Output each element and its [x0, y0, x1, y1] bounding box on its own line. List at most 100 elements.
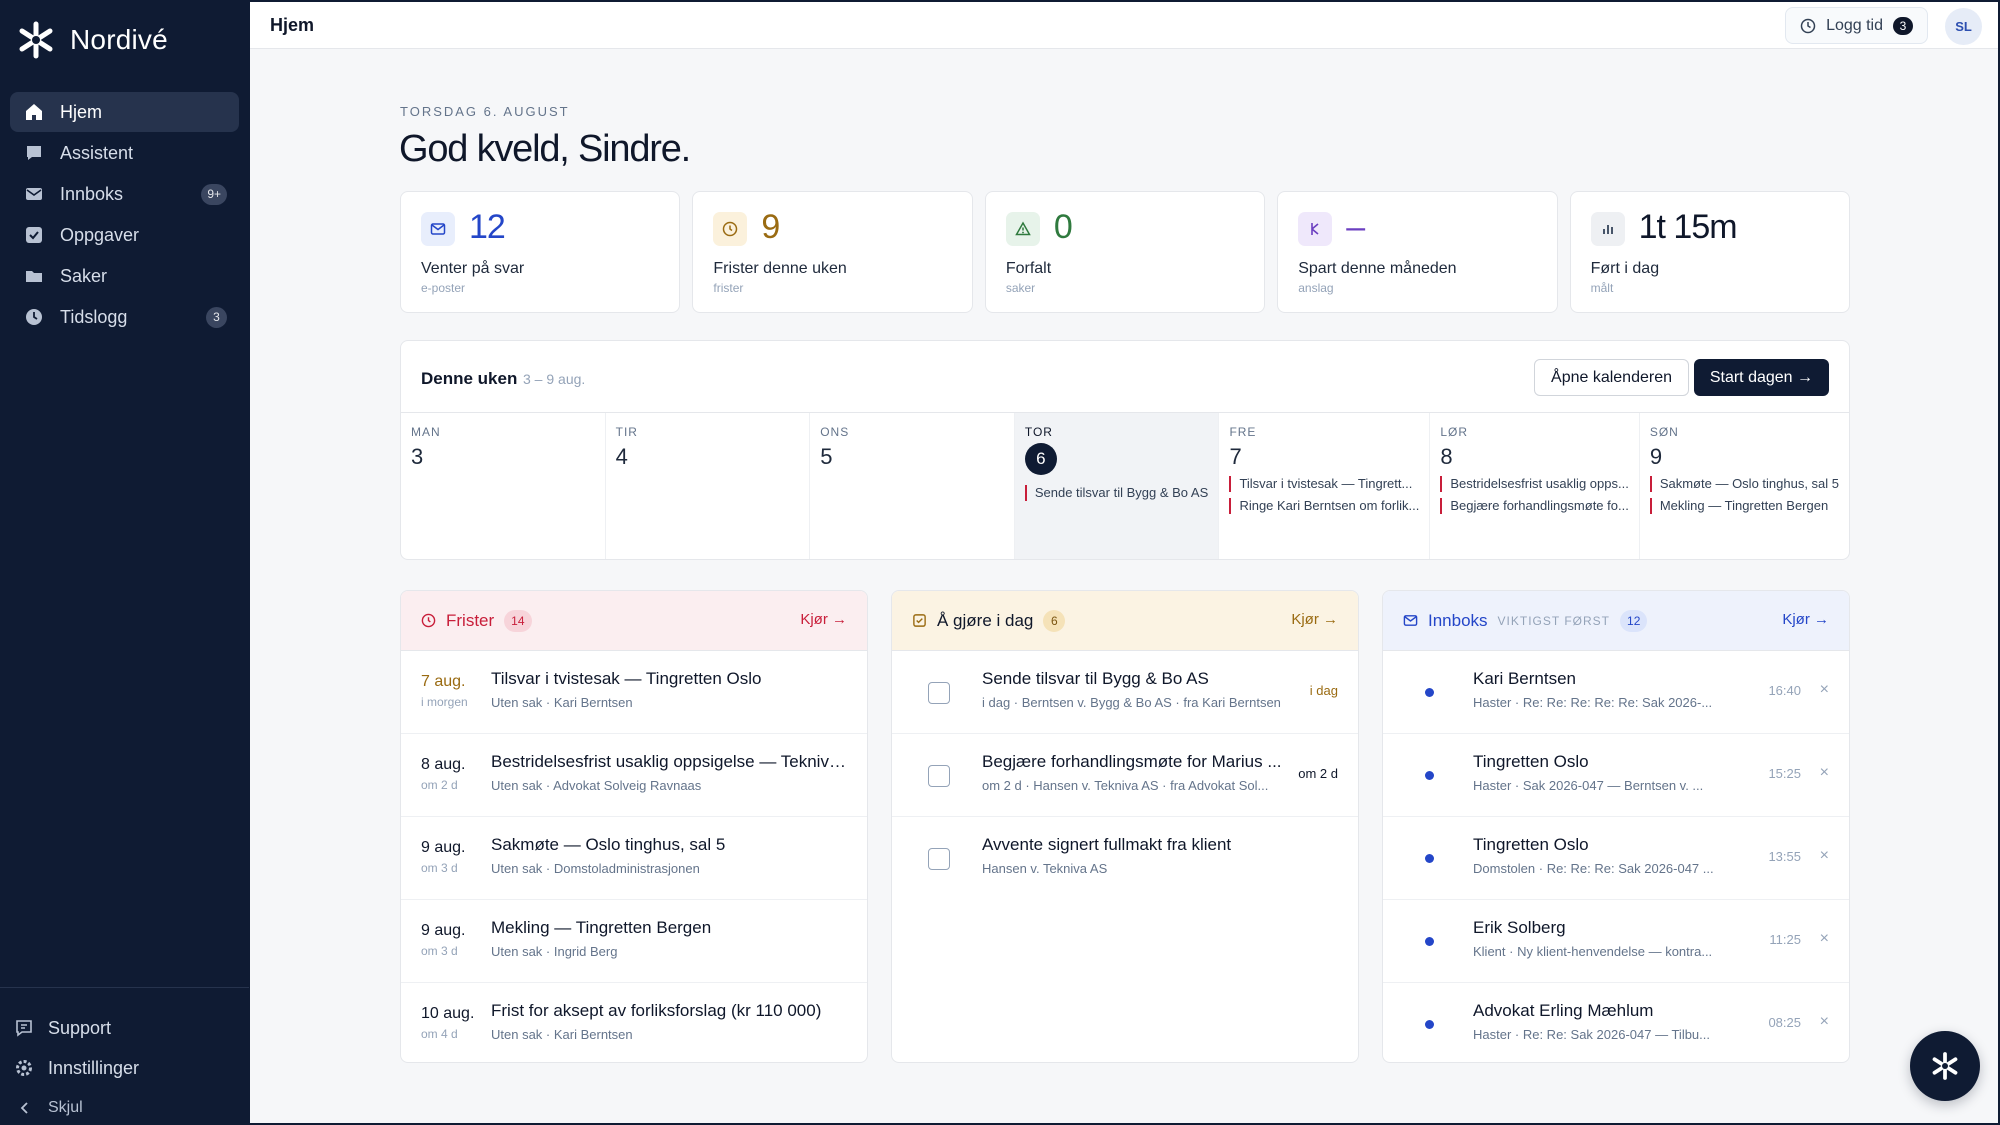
sidebar-item-saker[interactable]: Saker	[10, 256, 239, 296]
todo-checkbox[interactable]	[928, 682, 950, 704]
settings-link[interactable]: Innstillinger	[0, 1048, 249, 1088]
deadline-date: 9 aug.	[421, 922, 466, 939]
inbox-row[interactable]: Erik Solberg Klient · Ny klient-henvende…	[1383, 900, 1849, 983]
inbox-row[interactable]: Advokat Erling Mæhlum Haster · Re: Re: S…	[1383, 983, 1849, 1062]
todo-title[interactable]: Avvente signert fullmakt fra klient	[982, 835, 1232, 854]
day-number: 8	[1440, 444, 1453, 469]
open-calendar-button[interactable]: Åpne kalenderen	[1534, 359, 1689, 396]
day-column-sat[interactable]: LØR 8 Bestridelsesfrist usaklig opps... …	[1430, 413, 1640, 559]
day-number: 5	[820, 444, 833, 469]
stat-label: Spart denne måneden	[1298, 260, 1457, 277]
day-column-thu-today[interactable]: TOR 6 Sende tilsvar til Bygg & Bo AS	[1014, 413, 1220, 559]
stat-card-saved[interactable]: – Spart denne måneden anslag	[1277, 191, 1558, 313]
start-day-button[interactable]: Start dagen →	[1693, 359, 1829, 396]
dismiss-icon[interactable]: ×	[1819, 764, 1829, 781]
todo-header: Å gjøre i dag 6 Kjør →	[892, 591, 1358, 651]
inbox-header: Innboks VIKTIGST FØRST 12 Kjør →	[1383, 591, 1849, 651]
calendar-event[interactable]: Mekling — Tingretten Bergen	[1649, 498, 1839, 514]
inbox-row[interactable]: Tingretten Oslo Domstolen · Re: Re: Re: …	[1383, 817, 1849, 900]
week-title: Denne uken	[421, 369, 518, 388]
deadline-row[interactable]: 10 aug. om 4 d Frist for aksept av forli…	[401, 983, 867, 1062]
sidebar-footer: Support Innstillinger Skjul	[0, 987, 249, 1125]
chevron-left-icon	[20, 1102, 28, 1114]
todo-title[interactable]: Sende tilsvar til Bygg & Bo AS	[982, 669, 1209, 688]
todo-checkbox[interactable]	[928, 765, 950, 787]
folder-icon	[26, 271, 42, 282]
calendar-event[interactable]: Sende tilsvar til Bygg & Bo AS	[1024, 485, 1209, 501]
stat-card-overdue[interactable]: 0 Forfalt saker	[984, 191, 1266, 313]
sidebar-item-tidslogg[interactable]: Tidslogg 3	[10, 297, 239, 337]
todo-title[interactable]: Begjære forhandlingsmøte for Marius ...	[982, 752, 1282, 771]
todo-run-link[interactable]: Kjør →	[1291, 611, 1338, 628]
settings-label: Innstillinger	[48, 1057, 140, 1078]
dismiss-icon[interactable]: ×	[1819, 681, 1829, 698]
calendar-event[interactable]: Begjære forhandlingsmøte fo...	[1440, 498, 1629, 514]
stat-card-deadlines[interactable]: 9 Frister denne uken frister	[692, 191, 973, 313]
day-column-wed[interactable]: ONS 5	[810, 413, 1015, 559]
stat-value: 9	[761, 208, 780, 246]
sidebar-item-label: Tidslogg	[60, 306, 128, 327]
unread-dot	[1425, 688, 1434, 697]
sidebar-item-oppgaver[interactable]: Oppgaver	[10, 215, 239, 255]
hide-sidebar-button[interactable]: Skjul	[0, 1088, 249, 1125]
dismiss-icon[interactable]: ×	[1819, 1013, 1829, 1030]
day-column-fri[interactable]: FRE 7 Tilsvar i tvistesak — Tingrett... …	[1219, 413, 1431, 559]
day-name: TOR	[1024, 425, 1053, 439]
stat-value: 1t 15m	[1638, 208, 1738, 246]
todo-subtitle: Hansen v. Tekniva AS	[982, 861, 1108, 876]
home-icon	[26, 104, 42, 120]
calendar-event[interactable]: Sakmøte — Oslo tinghus, sal 5	[1649, 476, 1839, 492]
dismiss-icon[interactable]: ×	[1819, 847, 1829, 864]
deadline-row[interactable]: 7 aug. i morgen Tilsvar i tvistesak — Ti…	[401, 651, 867, 734]
deadline-relative: om 3 d	[421, 944, 458, 958]
deadlines-run-link[interactable]: Kjør →	[800, 611, 847, 628]
gear-icon	[16, 1060, 32, 1076]
calendar-event[interactable]: Bestridelsesfrist usaklig opps...	[1440, 476, 1629, 492]
sidebar-item-innboks[interactable]: Innboks 9+	[10, 174, 239, 214]
day-number: 4	[615, 444, 628, 469]
day-column-mon[interactable]: MAN 3	[401, 413, 606, 559]
log-time-button[interactable]: Logg tid 3	[1785, 7, 1928, 44]
inbox-row[interactable]: Tingretten Oslo Haster · Sak 2026-047 — …	[1383, 734, 1849, 817]
inbox-preview: Domstolen · Re: Re: Re: Sak 2026-047 ...	[1473, 861, 1714, 876]
page-title: Hjem	[270, 14, 315, 35]
calendar-event[interactable]: Ringe Kari Berntsen om forlik...	[1229, 498, 1419, 514]
deadline-row[interactable]: 8 aug. om 2 d Bestridelsesfrist usaklig …	[401, 734, 867, 817]
inbox-sender: Tingretten Oslo	[1473, 835, 1589, 854]
todo-checkbox[interactable]	[928, 848, 950, 870]
inbox-sender: Kari Berntsen	[1473, 669, 1576, 688]
deadline-subtitle: Uten sak · Kari Berntsen	[491, 695, 633, 710]
app-logo[interactable]: Nordivé	[16, 18, 168, 62]
sidebar-item-hjem[interactable]: Hjem	[10, 92, 239, 132]
deadline-row[interactable]: 9 aug. om 3 d Sakmøte — Oslo tinghus, sa…	[401, 817, 867, 900]
inbox-run-link[interactable]: Kjør →	[1782, 611, 1829, 628]
day-column-sun[interactable]: SØN 9 Sakmøte — Oslo tinghus, sal 5 Mekl…	[1640, 413, 1849, 559]
dismiss-icon[interactable]: ×	[1819, 930, 1829, 947]
day-name: ONS	[820, 425, 850, 439]
deadline-relative: om 3 d	[421, 861, 458, 875]
deadline-relative: i morgen	[421, 695, 468, 709]
inbox-subtitle: VIKTIGST FØRST	[1497, 613, 1611, 628]
sidebar-item-assistent[interactable]: Assistent	[10, 133, 239, 173]
deadline-relative: om 2 d	[421, 778, 458, 792]
day-name: SØN	[1649, 425, 1679, 439]
topbar: Hjem Logg tid 3 SL	[250, 2, 1998, 49]
deadlines-title: Frister	[446, 610, 495, 630]
inbox-row[interactable]: Kari Berntsen Haster · Re: Re: Re: Re: R…	[1383, 651, 1849, 734]
support-link[interactable]: Support	[0, 1008, 249, 1048]
calendar-event[interactable]: Tilsvar i tvistesak — Tingrett...	[1229, 476, 1419, 492]
deadline-date: 9 aug.	[421, 839, 466, 856]
day-column-tue[interactable]: TIR 4	[606, 413, 811, 559]
todo-count: 6	[1043, 609, 1066, 632]
stat-value: –	[1346, 208, 1365, 246]
stat-card-waiting[interactable]: 12 Venter på svar e-poster	[400, 191, 681, 313]
stat-label: Frister denne uken	[713, 260, 847, 277]
stat-card-logged[interactable]: 1t 15m Ført i dag målt	[1569, 191, 1851, 313]
inbox-time: 11:25	[1769, 932, 1801, 947]
day-name: LØR	[1440, 425, 1469, 439]
stat-value: 12	[469, 208, 506, 246]
deadline-row[interactable]: 9 aug. om 3 d Mekling — Tingretten Berge…	[401, 900, 867, 983]
assistant-fab[interactable]	[1910, 1031, 1980, 1101]
mail-icon	[421, 212, 455, 246]
avatar[interactable]: SL	[1945, 8, 1982, 45]
